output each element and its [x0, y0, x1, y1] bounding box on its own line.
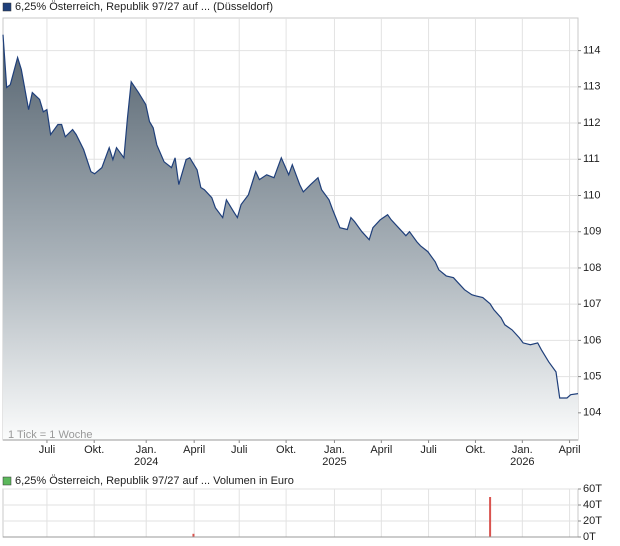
- plot-frame: [2, 488, 579, 538]
- y-tick-label: 108: [583, 262, 601, 274]
- x-tick-label: Juli: [231, 444, 248, 456]
- annotation: 1 Tick = 1 Woche: [8, 429, 92, 441]
- y-tick-label: 40T: [583, 499, 602, 511]
- legend-label: 6,25% Österreich, Republik 97/27 auf ...…: [15, 475, 294, 487]
- y-tick-label: 111: [583, 153, 600, 165]
- x-tick-year: 2024: [134, 456, 158, 468]
- line: [2, 34, 579, 399]
- x-tick-label: Okt.: [465, 444, 485, 456]
- legend-label: 6,25% Österreich, Republik 97/27 auf ...…: [15, 1, 273, 13]
- x-tick-label: April: [559, 444, 581, 456]
- y-tick-label: 114: [583, 45, 601, 57]
- y-tick-label: 105: [583, 371, 601, 383]
- x-tick-label: Okt.: [276, 444, 296, 456]
- y-tick-label: 60T: [583, 483, 602, 495]
- y-tick-label: 0T: [583, 531, 596, 543]
- y-tick-label: 112: [583, 117, 601, 129]
- y-tick-label: 109: [583, 226, 601, 238]
- x-tick-label: Okt.: [84, 444, 104, 456]
- x-tick-label: Jan.: [512, 444, 533, 456]
- y-tick-label: 110: [583, 189, 601, 201]
- legend-swatch: [2, 2, 12, 12]
- area: [3, 34, 578, 440]
- x-tick-year: 2025: [322, 456, 346, 468]
- y-tick-label: 113: [583, 81, 601, 93]
- x-tick-label: Jan.: [324, 444, 345, 456]
- y-tick-label: 106: [583, 334, 601, 346]
- bar: [192, 533, 195, 537]
- x-tick-label: April: [183, 444, 205, 456]
- y-tick-label: 107: [583, 298, 601, 310]
- x-tick-year: 2026: [510, 456, 534, 468]
- bar: [489, 497, 492, 537]
- legend-swatch: [2, 476, 12, 486]
- y-tick-label: 20T: [583, 515, 602, 527]
- y-tick-label: 104: [583, 407, 601, 419]
- x-tick-label: Jan.: [136, 444, 157, 456]
- x-tick-label: Juli: [420, 444, 437, 456]
- x-tick-label: Juli: [39, 444, 56, 456]
- x-tick-label: April: [370, 444, 392, 456]
